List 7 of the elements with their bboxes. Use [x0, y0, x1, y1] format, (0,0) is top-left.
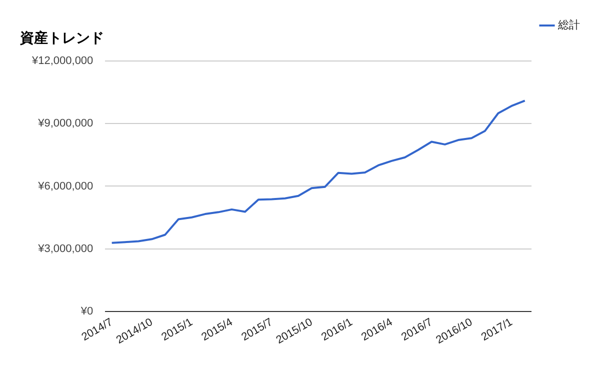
y-tick-label: ¥6,000,000 [37, 180, 94, 192]
chart-title: 資産トレンド [19, 29, 104, 46]
legend-label: 総計 [557, 18, 580, 32]
y-tick-label: ¥0 [80, 306, 94, 318]
y-tick-label: ¥9,000,000 [37, 118, 94, 130]
y-tick-label: ¥12,000,000 [31, 54, 94, 67]
y-tick-label: ¥3,000,000 [37, 242, 94, 255]
